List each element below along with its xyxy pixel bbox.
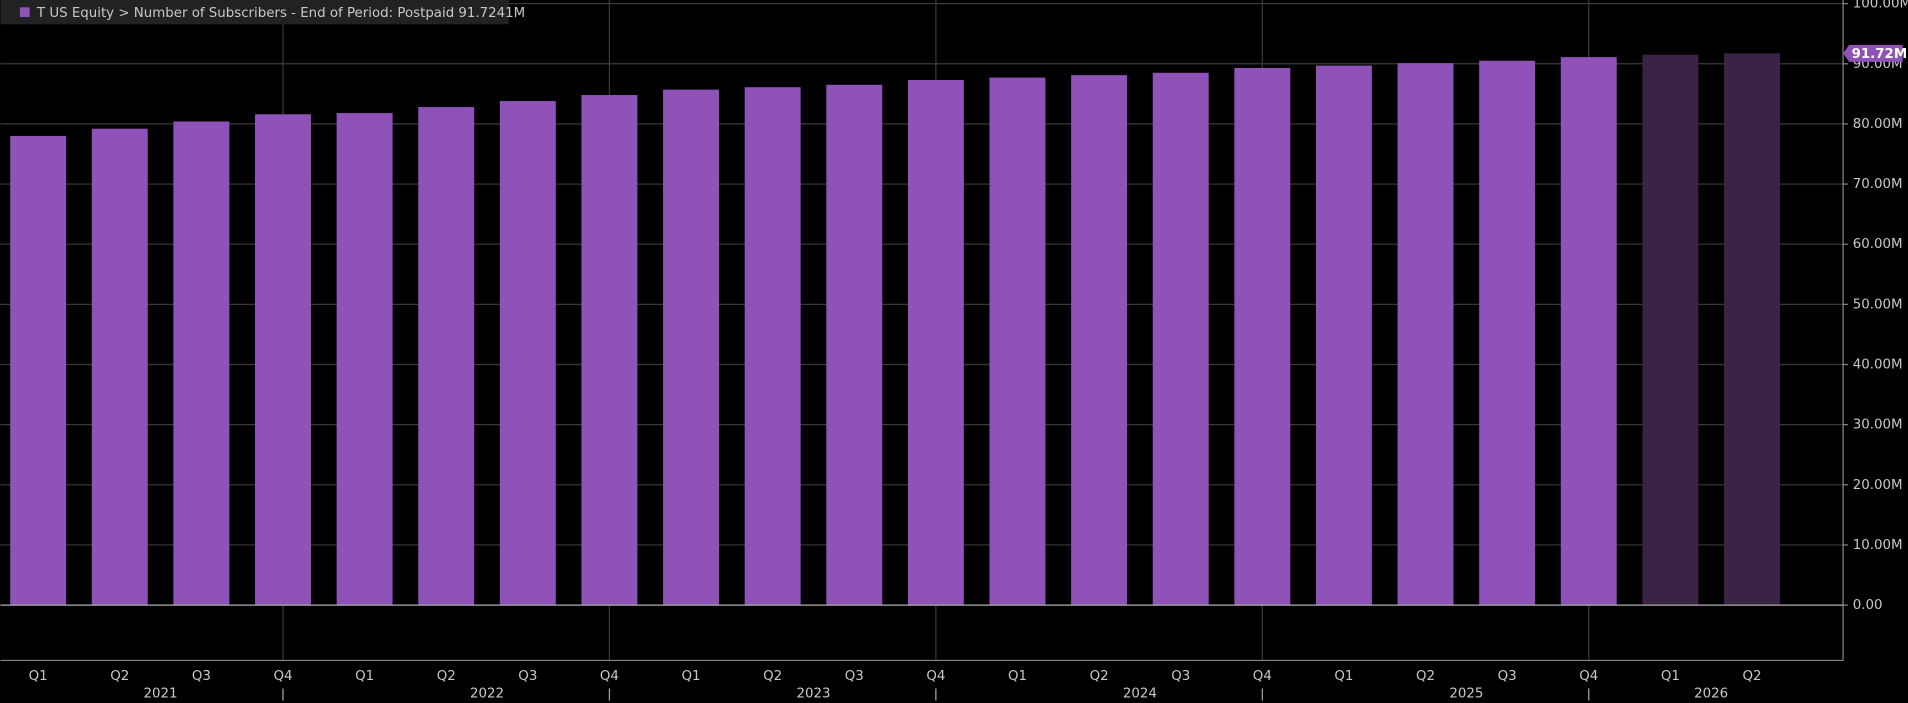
bar	[1397, 63, 1454, 606]
year-label: 2023	[796, 686, 830, 701]
bar	[581, 95, 638, 606]
bar	[10, 135, 67, 606]
y-tick-label: 50.00M	[1853, 297, 1903, 312]
last-value-label: 91.72M	[1852, 47, 1908, 62]
year-label: 2024	[1123, 686, 1157, 701]
x-tick-label: Q3	[1498, 669, 1517, 684]
bar	[744, 87, 801, 606]
bar	[1479, 60, 1536, 606]
bar	[826, 84, 883, 606]
bar	[255, 114, 311, 606]
x-tick-label: Q3	[192, 669, 211, 684]
bar	[91, 128, 148, 606]
y-tick-label: 80.00M	[1853, 117, 1903, 132]
x-tick-label: Q1	[29, 669, 48, 684]
bar	[1071, 75, 1128, 606]
y-tick-label: 100.00M	[1853, 0, 1908, 12]
x-tick-label: Q3	[845, 669, 864, 684]
x-tick-label: Q2	[1742, 669, 1761, 684]
y-tick-label: 70.00M	[1853, 177, 1903, 192]
bar	[1724, 53, 1780, 606]
x-tick-label: Q4	[1253, 669, 1272, 684]
bar	[1234, 67, 1291, 606]
x-tick-label: Q4	[1579, 669, 1598, 684]
x-tick-label: Q2	[437, 669, 456, 684]
year-label: 2025	[1449, 686, 1483, 701]
x-tick-label: Q2	[1416, 669, 1435, 684]
x-tick-label: Q2	[763, 669, 782, 684]
bar	[663, 89, 720, 606]
x-tick-label: Q3	[1171, 669, 1190, 684]
y-tick-label: 20.00M	[1853, 478, 1903, 493]
year-label: 2026	[1694, 686, 1728, 701]
year-label: 2022	[470, 686, 504, 701]
bar	[418, 107, 475, 606]
y-tick-label: 60.00M	[1853, 237, 1903, 252]
bar	[1152, 72, 1209, 606]
bar	[1560, 57, 1617, 606]
x-tick-label: Q1	[355, 669, 374, 684]
legend-swatch	[19, 7, 30, 18]
bar	[499, 101, 556, 606]
y-tick-label: 10.00M	[1853, 538, 1903, 553]
x-tick-label: Q1	[1008, 669, 1027, 684]
bar	[989, 77, 1046, 606]
x-tick-label: Q4	[600, 669, 619, 684]
legend-box	[0, 0, 509, 25]
x-tick-label: Q2	[110, 669, 129, 684]
x-tick-label: Q4	[273, 669, 292, 684]
y-tick-label: 0.00	[1853, 598, 1883, 613]
bar	[173, 121, 230, 606]
legend-label: T US Equity > Number of Subscribers - En…	[36, 6, 525, 21]
x-tick-label: Q2	[1090, 669, 1109, 684]
x-tick-label: Q1	[1334, 669, 1353, 684]
last-value-badge	[1843, 44, 1903, 62]
x-tick-label: Q4	[926, 669, 945, 684]
year-label: 2021	[144, 686, 178, 701]
bar	[907, 79, 964, 606]
bar	[1315, 65, 1372, 606]
y-tick-label: 30.00M	[1853, 418, 1903, 433]
x-tick-label: Q3	[518, 669, 537, 684]
x-tick-label: Q1	[1661, 669, 1680, 684]
y-tick-label: 40.00M	[1853, 358, 1903, 373]
x-tick-label: Q1	[682, 669, 701, 684]
bar	[336, 113, 393, 606]
bar	[1642, 54, 1699, 606]
